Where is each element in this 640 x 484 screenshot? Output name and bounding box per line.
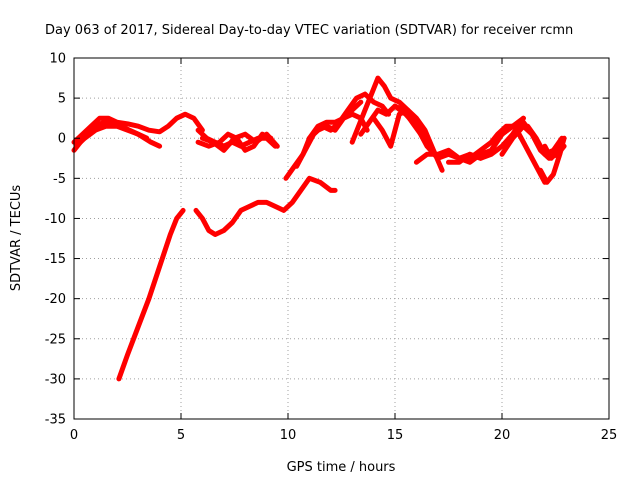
x-tick-label: 15 (387, 428, 404, 443)
y-tick-label: -35 (45, 413, 66, 428)
y-axis-label: SDTVAR / TECUs (9, 185, 24, 292)
series-arc-22 (542, 139, 565, 161)
x-tick-label: 0 (70, 428, 78, 443)
series-arc-2 (71, 111, 205, 145)
series-arc-20 (525, 123, 565, 157)
y-tick-label: -15 (45, 252, 66, 267)
y-tick-label: -5 (53, 172, 66, 187)
x-tick-label: 20 (494, 428, 511, 443)
data-series (71, 75, 567, 382)
chart-title: Day 063 of 2017, Sidereal Day-to-day VTE… (45, 23, 573, 38)
y-tick-label: -30 (45, 372, 66, 387)
x-tick-label: 5 (177, 428, 185, 443)
y-tick-label: -25 (45, 332, 66, 347)
series-arc-21 (538, 135, 567, 185)
y-tick-label: 5 (58, 92, 66, 107)
series-arc-3 (73, 123, 150, 149)
y-tick-label: -20 (45, 292, 66, 307)
series-arc-12 (349, 75, 445, 173)
grid-lines (74, 58, 609, 419)
series-arc-7 (116, 207, 186, 382)
series-arc-8 (193, 175, 338, 237)
y-tick-label: 10 (49, 52, 66, 67)
x-tick-label: 25 (601, 428, 618, 443)
plot-frame (73, 57, 610, 420)
axes: 0 5 10 15 20 25 10 5 0 -5 -10 -15 -20 -25 -30 -35 (45, 52, 618, 444)
series-arc-10 (294, 91, 392, 169)
y-tick-label: -10 (45, 212, 66, 227)
series-arc-18 (467, 123, 548, 185)
x-axis-label: GPS time / hours (287, 460, 396, 475)
series-arc-6 (199, 131, 280, 153)
x-tick-label: 10 (280, 428, 297, 443)
y-tick-label: 0 (58, 132, 66, 147)
